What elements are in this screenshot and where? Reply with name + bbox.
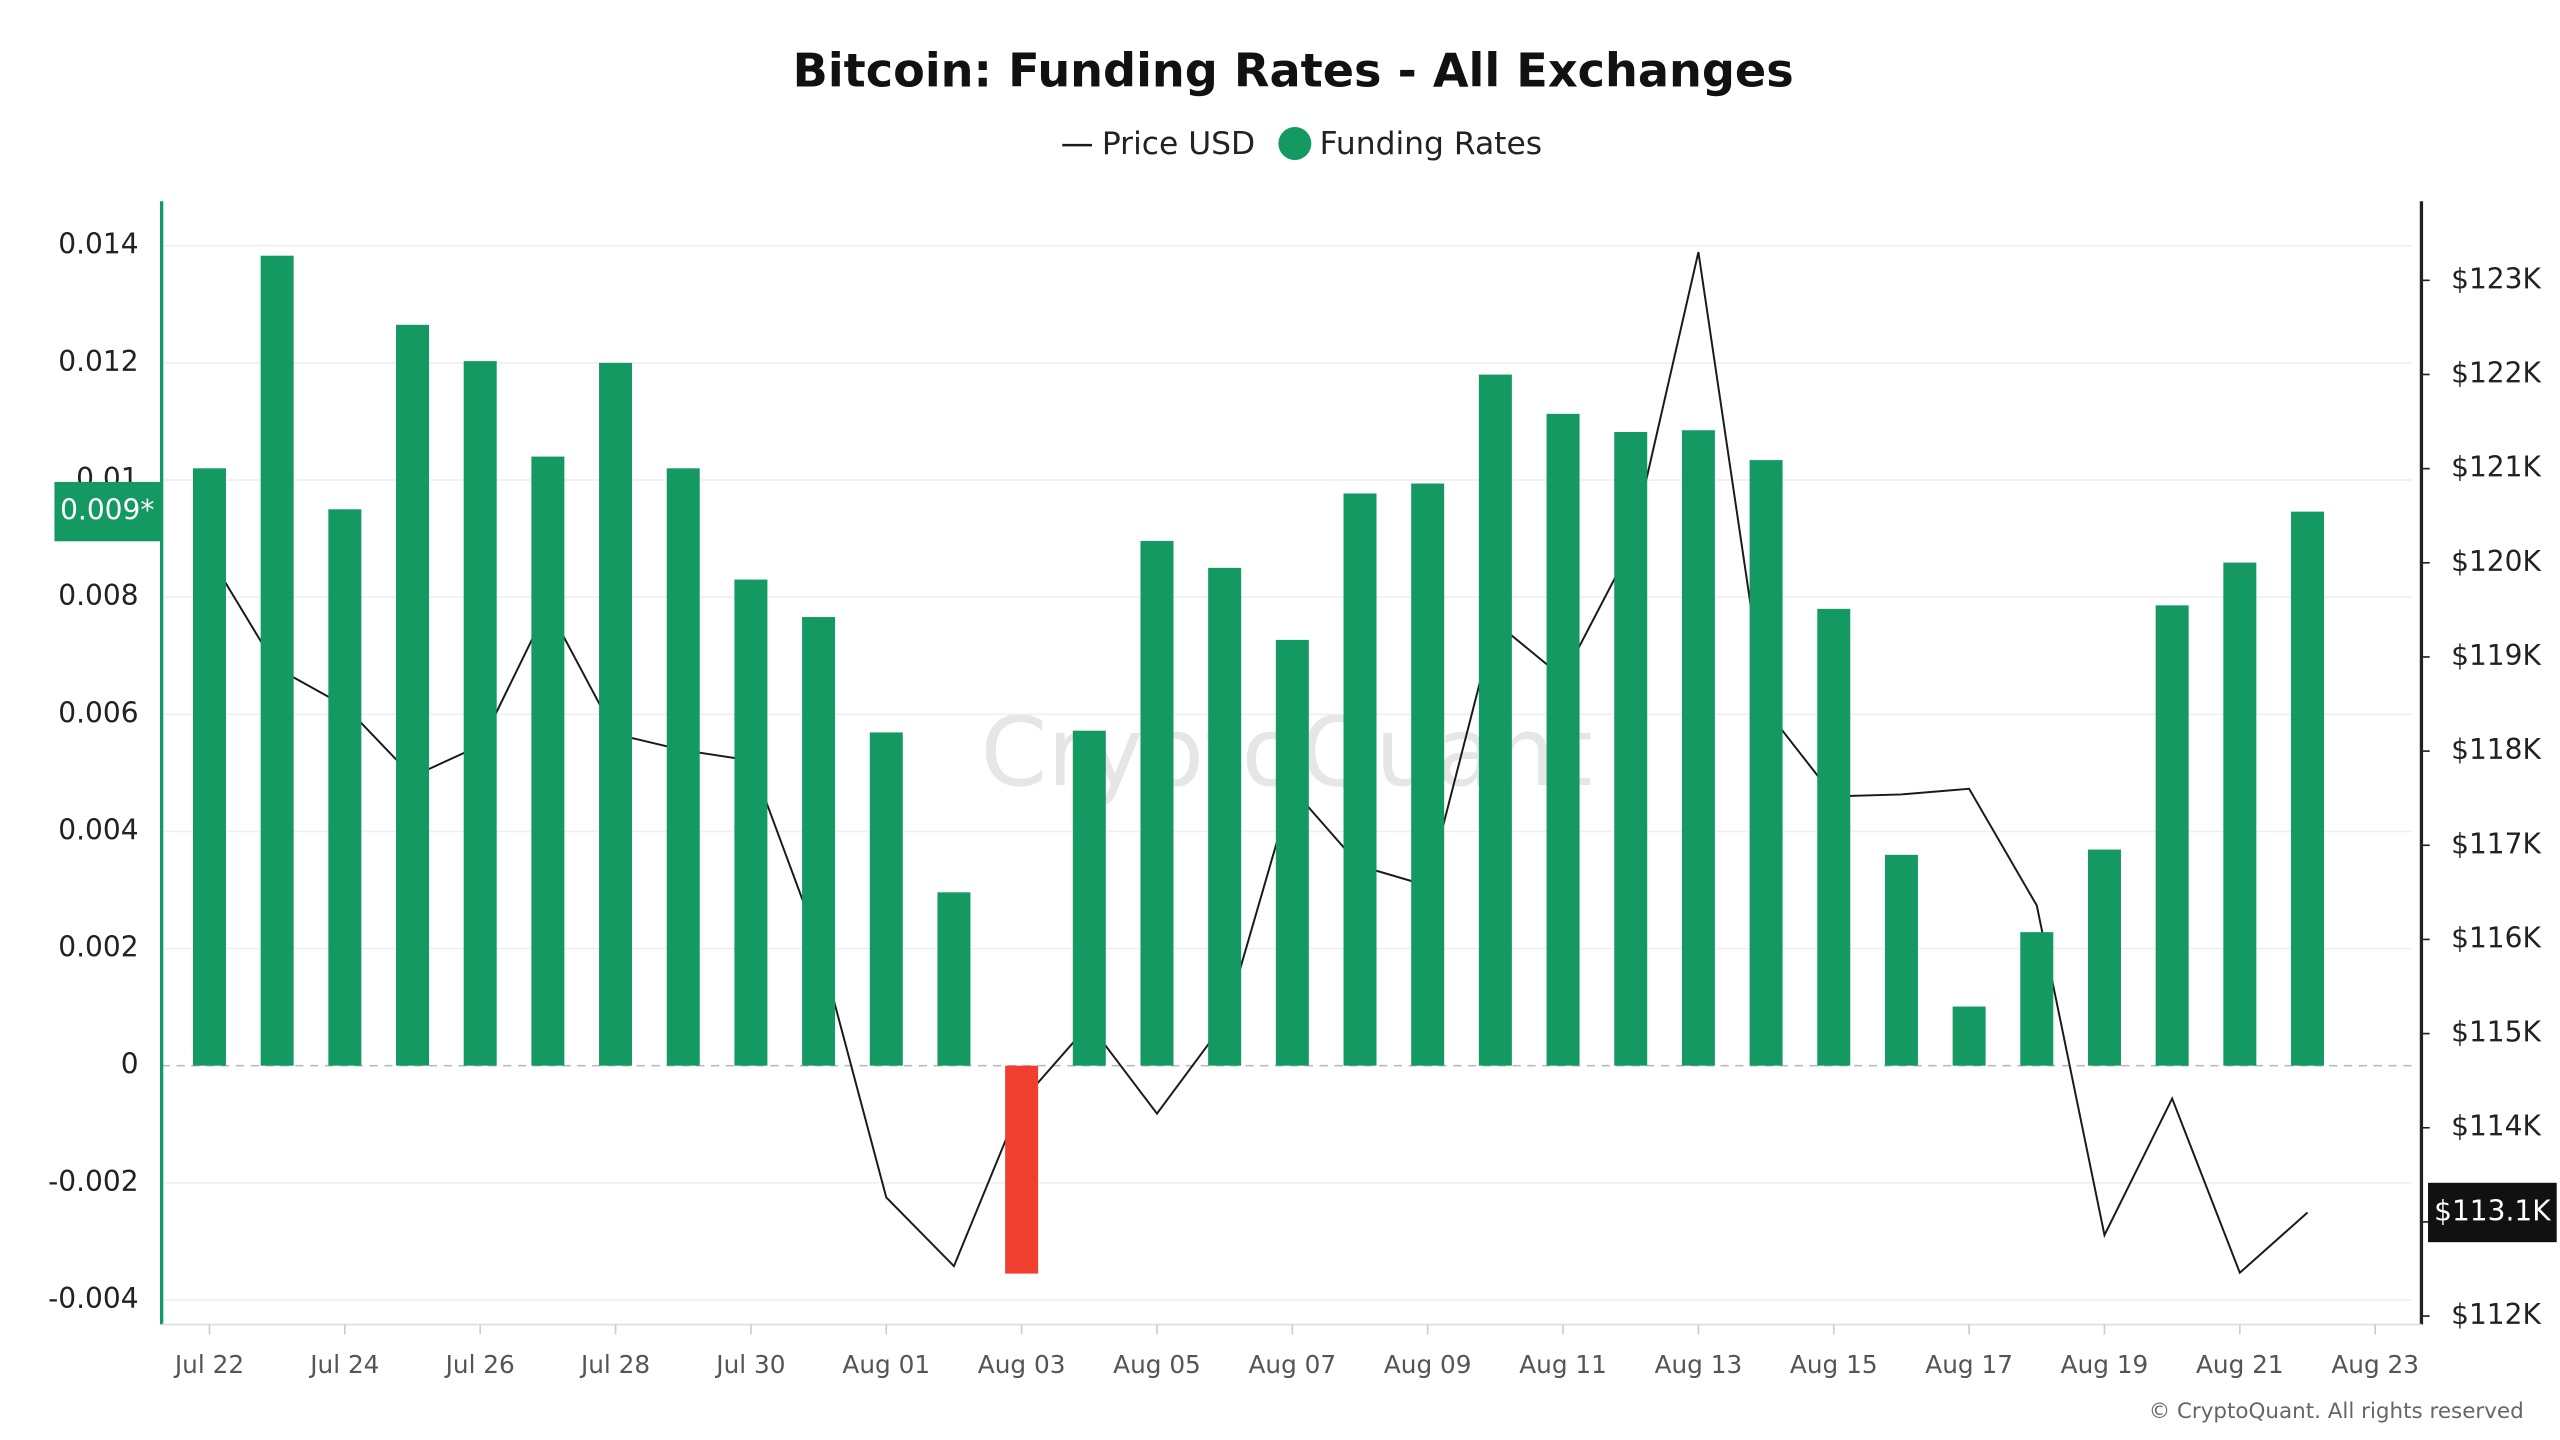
bar <box>1681 430 1715 1066</box>
bar <box>1817 608 1851 1066</box>
bar <box>1884 854 1918 1066</box>
last-value-label: $113.1K <box>2434 1194 2551 1227</box>
bar <box>869 732 903 1066</box>
y2-tick-label: $118K <box>2451 733 2541 766</box>
bar <box>666 468 700 1066</box>
x-tick-label: Aug 09 <box>1384 1350 1472 1379</box>
x-tick-label: Jul 30 <box>714 1350 785 1379</box>
bar <box>802 617 836 1066</box>
last-value-badge <box>54 481 160 542</box>
x-tick-label: Aug 23 <box>2331 1350 2419 1379</box>
bar <box>937 892 971 1066</box>
bar <box>1208 567 1242 1066</box>
last-value-badge <box>2428 1182 2557 1243</box>
bar <box>1005 1065 1039 1274</box>
y-tick-label: 0 <box>121 1048 139 1081</box>
bar <box>463 361 497 1066</box>
x-tick-label: Aug 05 <box>1113 1350 1201 1379</box>
y2-tick-label: $120K <box>2451 545 2541 578</box>
y-tick-label: 0.012 <box>58 345 138 378</box>
y2-tick-label: $123K <box>2451 262 2541 295</box>
bar <box>2020 932 2054 1066</box>
y2-tick-label: $114K <box>2451 1110 2541 1143</box>
x-tick-label: Jul 22 <box>173 1350 244 1379</box>
bar <box>2155 605 2189 1066</box>
bar <box>599 362 633 1066</box>
bar <box>1275 639 1309 1066</box>
bar <box>1546 413 1580 1066</box>
chart-title: Bitcoin: Funding Rates - All Exchanges <box>793 44 1794 98</box>
y2-tick-label: $119K <box>2451 639 2541 672</box>
y2-tick-label: $112K <box>2451 1298 2541 1331</box>
bar <box>2291 511 2325 1066</box>
x-tick-label: Aug 13 <box>1655 1350 1743 1379</box>
y2-tick-label: $121K <box>2451 451 2541 484</box>
x-tick-label: Aug 01 <box>842 1350 930 1379</box>
credit: © CryptoQuant. All rights reserved <box>2149 1399 2524 1424</box>
bar <box>1952 1006 1986 1066</box>
x-tick-label: Aug 03 <box>978 1350 1066 1379</box>
bar <box>2223 562 2257 1066</box>
x-tick-label: Aug 07 <box>1249 1350 1337 1379</box>
y-tick-label: -0.004 <box>48 1282 138 1315</box>
bar <box>1411 483 1445 1066</box>
y-tick-label: -0.002 <box>48 1165 138 1198</box>
x-tick-label: Aug 21 <box>2196 1350 2284 1379</box>
bar <box>1140 540 1174 1066</box>
y2-tick-label: $116K <box>2451 921 2541 954</box>
x-tick-label: Jul 24 <box>308 1350 379 1379</box>
x-tick-label: Aug 15 <box>1790 1350 1878 1379</box>
bar <box>734 579 768 1066</box>
x-tick-label: Aug 11 <box>1519 1350 1607 1379</box>
y-tick-label: 0.004 <box>58 813 138 846</box>
bar <box>396 324 430 1066</box>
bar <box>531 456 565 1066</box>
bar <box>2087 849 2121 1066</box>
y-tick-label: 0.002 <box>58 931 138 964</box>
y-tick-label: 0.008 <box>58 579 138 612</box>
bar <box>192 468 226 1066</box>
y2-tick-label: $122K <box>2451 356 2541 389</box>
bar <box>328 509 362 1066</box>
legend-swatch <box>1278 127 1312 160</box>
bar <box>1749 460 1783 1066</box>
x-tick-label: Jul 28 <box>579 1350 650 1379</box>
y2-tick-label: $117K <box>2451 827 2541 860</box>
y-tick-label: 0.006 <box>58 696 138 729</box>
last-value-label: 0.009* <box>60 494 154 527</box>
y2-tick-label: $115K <box>2451 1016 2541 1049</box>
bar <box>260 255 294 1066</box>
legend-label: Price USD <box>1102 126 1255 162</box>
legend-label: Funding Rates <box>1320 126 1542 162</box>
bar <box>1072 730 1106 1066</box>
bar <box>1478 374 1512 1066</box>
y-tick-label: 0.014 <box>58 228 138 261</box>
bar <box>1343 493 1377 1066</box>
x-tick-label: Aug 17 <box>1925 1350 2013 1379</box>
x-tick-label: Jul 26 <box>444 1350 515 1379</box>
bar <box>1614 431 1648 1066</box>
x-tick-label: Aug 19 <box>2061 1350 2149 1379</box>
